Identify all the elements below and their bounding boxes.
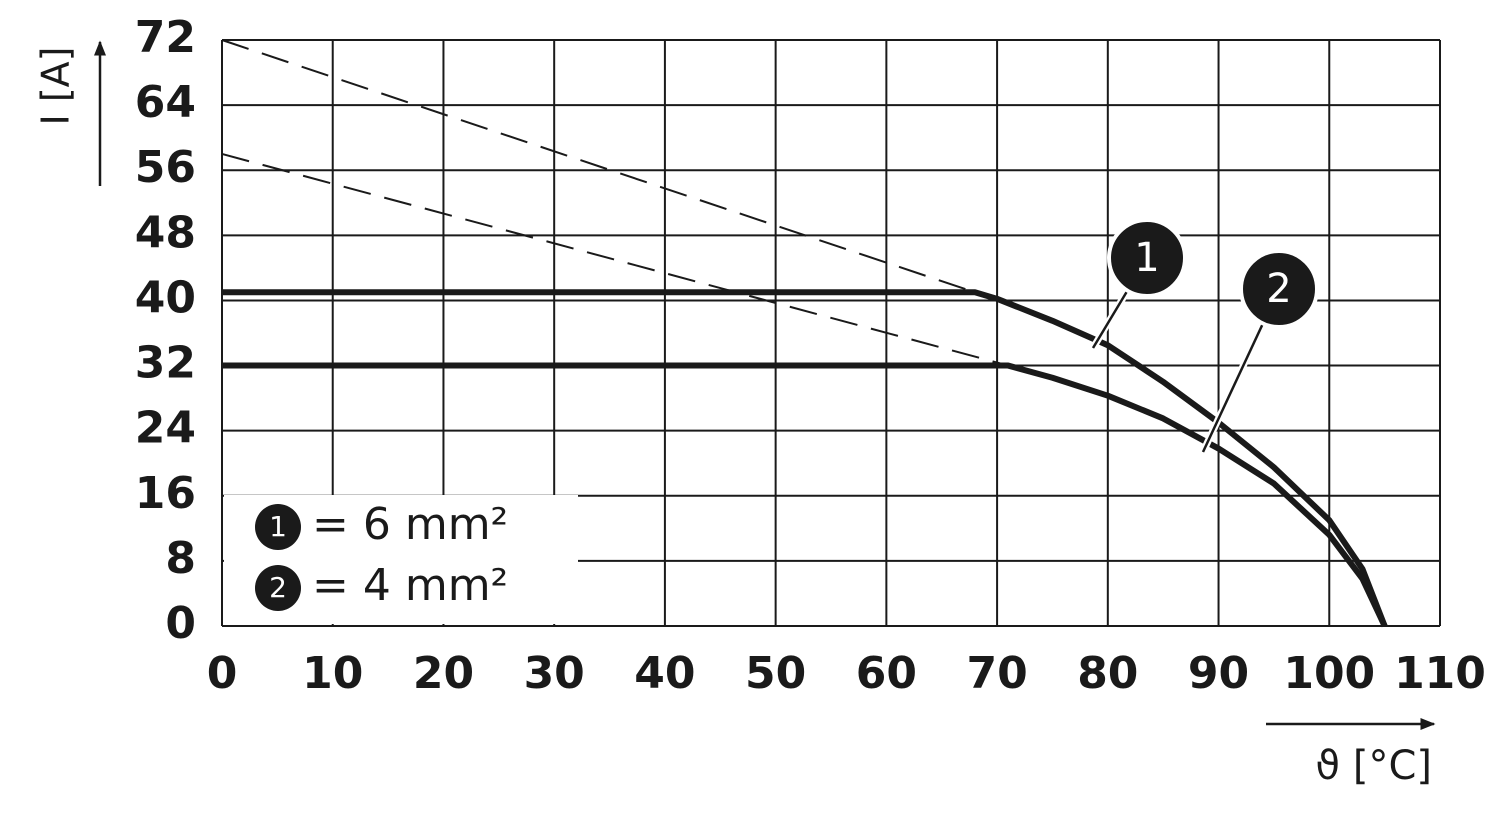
- y-axis-label: I [A]: [34, 47, 78, 126]
- derating-curve: [222, 289, 1388, 628]
- y-tick-label: 64: [135, 77, 196, 128]
- extrapolation-line: [221, 39, 976, 294]
- y-tick-label: 16: [135, 468, 196, 519]
- x-tick-label: 90: [1188, 648, 1249, 699]
- y-tick-label: 72: [135, 12, 196, 63]
- x-tick-label: 50: [745, 648, 806, 699]
- legend-label: = 6 mm²: [312, 499, 508, 550]
- x-tick-label: 20: [413, 648, 474, 699]
- x-tick-label: 0: [207, 648, 238, 699]
- legend-number: 1: [269, 510, 287, 543]
- y-tick-label: 56: [135, 142, 196, 193]
- x-tick-label: 70: [966, 648, 1027, 699]
- legend-marker: [255, 504, 301, 550]
- legend-label: = 4 mm²: [312, 560, 508, 611]
- x-tick-label: 10: [302, 648, 363, 699]
- callout-number: 2: [1266, 266, 1291, 312]
- y-tick-label: 32: [135, 338, 196, 389]
- derating-curve: [222, 362, 1388, 628]
- legend-marker: [255, 565, 301, 611]
- y-tick-label: 8: [165, 533, 196, 584]
- y-tick-label: 48: [135, 207, 196, 258]
- x-tick-label: 100: [1283, 648, 1375, 699]
- y-tick-label: 0: [165, 598, 196, 649]
- x-axis-label: ϑ [°C]: [1315, 743, 1432, 789]
- y-tick-label: 24: [135, 403, 196, 454]
- callout-marker: [1239, 249, 1319, 329]
- callout-marker: [1107, 218, 1187, 298]
- x-tick-label: 80: [1077, 648, 1138, 699]
- extrapolation-line: [221, 152, 1009, 367]
- x-tick-label: 60: [856, 648, 917, 699]
- x-tick-label: 30: [524, 648, 585, 699]
- x-tick-label: 40: [634, 648, 695, 699]
- legend-number: 2: [269, 571, 287, 604]
- callout-number: 1: [1134, 235, 1159, 281]
- y-tick-label: 40: [135, 272, 196, 323]
- x-tick-label: 110: [1394, 648, 1486, 699]
